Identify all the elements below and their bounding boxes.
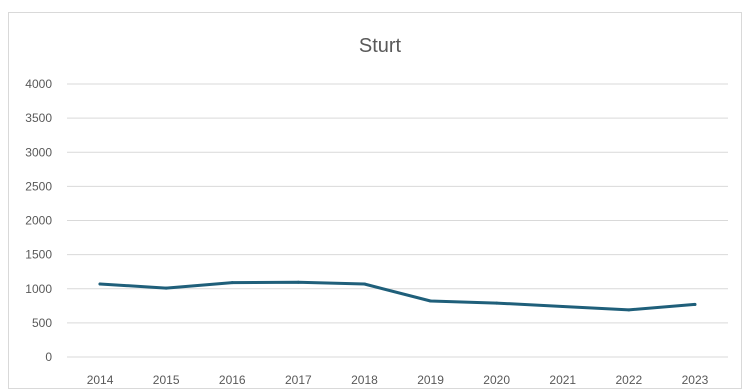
series-line [98, 280, 697, 312]
data-point-2017 [296, 280, 300, 284]
y-axis-ticks: 0 500 1000 1500 2000 2500 3000 3500 4000 [25, 77, 52, 364]
series-points [98, 280, 697, 312]
x-tick-label: 2016 [219, 373, 246, 387]
x-tick-label: 2021 [549, 373, 576, 387]
x-tick-label: 2015 [153, 373, 180, 387]
x-tick-label: 2014 [87, 373, 114, 387]
y-tick-label: 3500 [25, 111, 52, 125]
data-point-2022 [627, 308, 631, 312]
x-tick-label: 2023 [682, 373, 709, 387]
y-tick-label: 1000 [25, 282, 52, 296]
x-tick-label: 2020 [483, 373, 510, 387]
data-point-2018 [362, 282, 366, 286]
x-axis-ticks: 2014 2015 2016 2017 2018 2019 2020 2021 2022 2023 [87, 373, 709, 387]
data-point-2016 [230, 281, 234, 285]
chart-frame [8, 12, 742, 389]
y-tick-label: 500 [32, 316, 52, 330]
data-point-2014 [98, 282, 102, 286]
y-tick-label: 4000 [25, 77, 52, 91]
x-tick-label: 2019 [417, 373, 444, 387]
y-tick-label: 2000 [25, 214, 52, 228]
y-tick-label: 0 [45, 350, 52, 364]
x-tick-label: 2017 [285, 373, 312, 387]
chart-title: Sturt [359, 35, 402, 57]
data-point-2023 [693, 302, 697, 306]
x-tick-label: 2022 [615, 373, 642, 387]
data-point-2019 [429, 299, 433, 303]
y-tick-label: 3000 [25, 145, 52, 159]
y-tick-label: 1500 [25, 248, 52, 262]
y-tick-label: 2500 [25, 179, 52, 193]
data-point-2020 [495, 301, 499, 305]
data-point-2021 [561, 304, 565, 308]
gridlines [67, 83, 728, 358]
x-tick-label: 2018 [351, 373, 378, 387]
data-point-2015 [164, 286, 168, 290]
